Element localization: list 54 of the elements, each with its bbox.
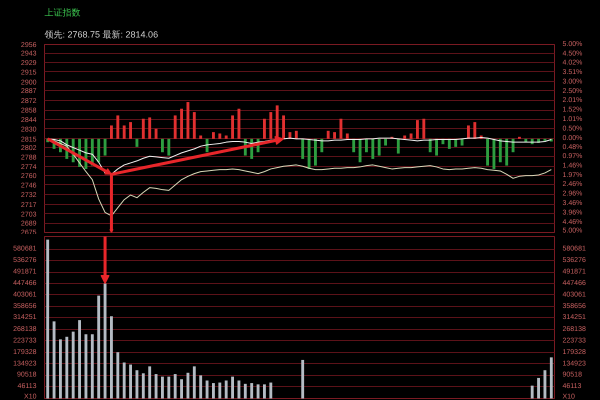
bar — [492, 138, 496, 169]
bar — [218, 133, 222, 139]
bar — [78, 320, 81, 398]
bar — [110, 316, 113, 398]
bar — [537, 378, 540, 398]
bar — [161, 138, 164, 152]
bar — [403, 135, 406, 139]
bar — [180, 379, 183, 398]
bar — [486, 138, 489, 166]
bar — [154, 128, 158, 139]
bar — [256, 384, 260, 398]
bar — [104, 138, 106, 156]
bar — [512, 138, 514, 152]
bar — [206, 380, 208, 398]
chart-title: 上证指数 — [44, 8, 80, 18]
bar — [186, 102, 190, 139]
bar — [59, 339, 62, 398]
bar — [460, 138, 464, 146]
bar — [161, 376, 164, 398]
bar — [410, 133, 412, 139]
bar — [231, 115, 234, 139]
bar — [154, 374, 158, 398]
bar — [84, 334, 88, 398]
bar — [435, 138, 438, 156]
bar — [314, 138, 317, 166]
bar — [384, 138, 387, 146]
bar — [136, 370, 138, 398]
bar — [212, 383, 215, 398]
bar — [263, 118, 266, 139]
bar — [212, 132, 215, 139]
bar — [346, 133, 349, 139]
chart-subtitle: 领先: 2768.75 最新: 2814.06 — [44, 30, 158, 40]
bar — [358, 138, 362, 162]
bar — [238, 380, 240, 398]
bar — [416, 120, 419, 139]
bar — [365, 138, 368, 152]
bar — [544, 370, 546, 398]
bar — [180, 108, 183, 139]
bar — [199, 135, 202, 139]
bar — [224, 135, 228, 139]
bar — [110, 125, 113, 139]
bar — [129, 122, 132, 139]
bar — [206, 138, 208, 152]
bar — [231, 376, 234, 398]
bar — [129, 364, 132, 398]
bar — [136, 138, 138, 147]
bar — [340, 118, 342, 139]
bar — [238, 108, 240, 139]
bar — [333, 132, 336, 139]
bar — [467, 125, 470, 139]
bar — [308, 138, 310, 169]
bar — [263, 384, 266, 398]
bar — [52, 321, 56, 398]
bar — [186, 372, 190, 398]
